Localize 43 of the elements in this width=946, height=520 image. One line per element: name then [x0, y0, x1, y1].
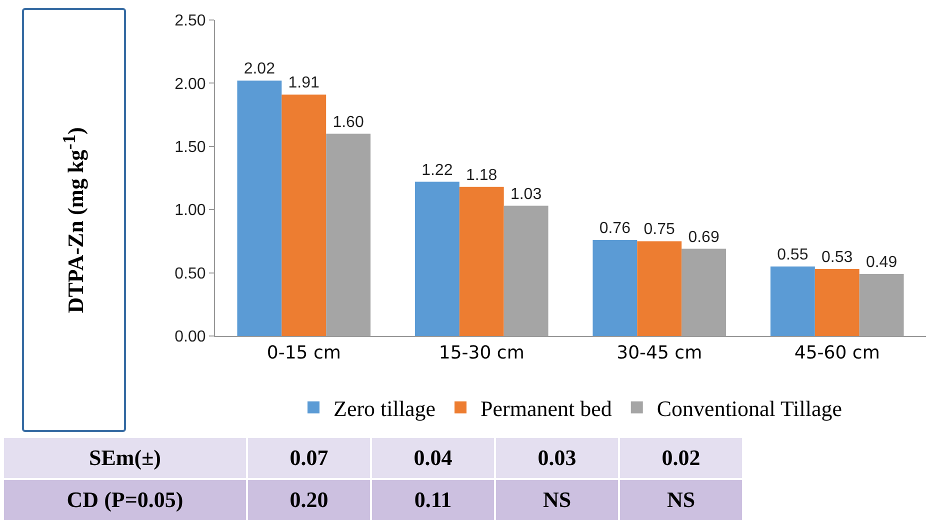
- data-label: 2.02: [244, 60, 276, 78]
- y-tick-label: 0.50: [174, 265, 206, 282]
- data-label: 0.75: [644, 221, 675, 238]
- x-tick-label: 0-15 cm: [266, 342, 341, 364]
- y-tick-label: 0.00: [174, 328, 206, 346]
- text: 0.11: [371, 479, 495, 520]
- data-label: 1.91: [288, 74, 320, 92]
- y-tick-label: 1.50: [174, 139, 206, 156]
- data-label: 1.22: [422, 162, 453, 179]
- bar: [459, 186, 504, 336]
- text: 0.02: [619, 437, 743, 479]
- text: 0.04: [371, 437, 495, 479]
- data-label: 0.76: [599, 220, 631, 237]
- legend-label: Zero tillage: [334, 396, 436, 421]
- x-tick-label: 15-30 cm: [438, 342, 524, 364]
- bar: [814, 269, 860, 336]
- data-label: 0.55: [777, 246, 808, 264]
- bar: [592, 240, 638, 336]
- text: NS: [619, 479, 743, 520]
- bar: [237, 80, 282, 336]
- bar: [637, 241, 682, 336]
- data-label: 0.49: [866, 254, 898, 272]
- data-label: 0.53: [822, 249, 853, 266]
- y-tick-label: 2.50: [174, 12, 206, 30]
- y-tick-label: 1.00: [174, 202, 206, 220]
- data-label: 1.03: [510, 186, 542, 203]
- data-label: 1.18: [466, 166, 498, 184]
- text: 0.07: [247, 437, 371, 479]
- x-tick-label: 45-60 cm: [794, 342, 880, 364]
- text: 0.03: [495, 437, 619, 479]
- bar: [282, 94, 326, 336]
- text: CD (P=0.05): [3, 479, 247, 520]
- x-tick-label: 30-45 cm: [616, 342, 702, 364]
- bar: [414, 182, 460, 336]
- text: SEm(±): [3, 437, 247, 479]
- legend-label: Conventional Tillage: [656, 396, 842, 421]
- data-label: 1.60: [332, 114, 364, 131]
- text: NS: [495, 479, 619, 520]
- bar: [770, 266, 815, 336]
- legend-label: Permanent bed: [480, 396, 612, 421]
- text: 0.20: [247, 479, 371, 520]
- y-tick-label: 2.00: [174, 76, 206, 93]
- data-label: 0.69: [688, 228, 720, 246]
